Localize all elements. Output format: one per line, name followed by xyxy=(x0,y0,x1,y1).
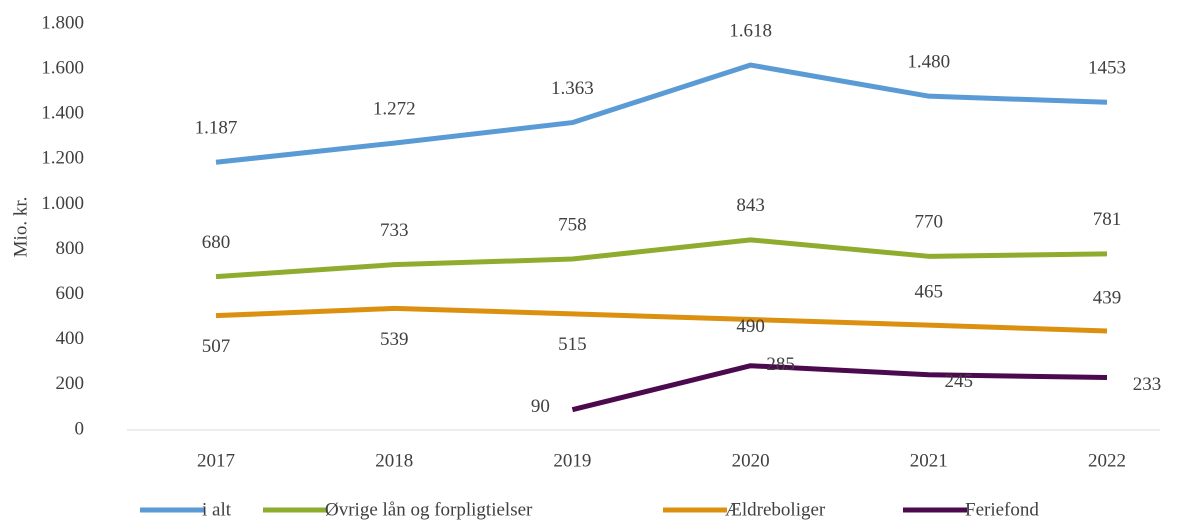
data-label: 733 xyxy=(380,220,409,241)
data-label: 680 xyxy=(202,232,231,253)
x-tick-label: 2022 xyxy=(1088,450,1126,471)
y-tick-label: 1.400 xyxy=(41,103,84,124)
y-tick-label: 1.200 xyxy=(41,148,84,169)
data-label: 1.363 xyxy=(551,78,594,99)
series-line xyxy=(571,363,1108,413)
y-tick-label: 400 xyxy=(56,328,85,349)
series-line xyxy=(215,237,1108,280)
x-tick-label: 2017 xyxy=(197,450,235,471)
data-label: 1453 xyxy=(1088,58,1126,79)
legend-label: i alt xyxy=(202,499,232,520)
data-label: 90 xyxy=(531,396,550,417)
data-label: 285 xyxy=(766,354,795,375)
x-tick-label: 2021 xyxy=(910,450,948,471)
data-label: 490 xyxy=(736,316,765,337)
y-tick-label: 600 xyxy=(56,283,85,304)
y-axis-title: Mio. kr. xyxy=(10,197,31,258)
data-label: 1.618 xyxy=(729,20,772,41)
legend-label: Ældreboliger xyxy=(725,499,826,520)
data-label: 233 xyxy=(1133,374,1162,395)
series-line xyxy=(215,305,1108,334)
data-label: 1.480 xyxy=(907,52,950,73)
data-label: 507 xyxy=(202,336,231,357)
data-label: 781 xyxy=(1093,209,1122,230)
x-tick-label: 2018 xyxy=(375,450,413,471)
legend-label: Øvrige lån og forpligtielser xyxy=(325,499,533,520)
y-tick-label: 0 xyxy=(75,418,85,439)
y-tick-label: 1.600 xyxy=(41,57,84,78)
series-line xyxy=(215,62,1108,165)
legend-label: Feriefond xyxy=(965,499,1039,520)
data-label: 1.272 xyxy=(373,98,416,119)
x-tick-label: 2020 xyxy=(732,450,770,471)
y-tick-label: 1.000 xyxy=(41,193,84,214)
data-label: 439 xyxy=(1093,287,1122,308)
data-label: 758 xyxy=(558,214,587,235)
y-tick-label: 800 xyxy=(56,238,85,259)
y-tick-label: 200 xyxy=(56,373,85,394)
data-label: 843 xyxy=(736,195,765,216)
data-label: 465 xyxy=(915,281,944,302)
x-tick-label: 2019 xyxy=(553,450,591,471)
data-label: 539 xyxy=(380,329,409,350)
data-label: 245 xyxy=(945,371,974,392)
data-label: 770 xyxy=(915,212,944,233)
y-tick-label: 1.800 xyxy=(41,12,84,33)
data-label: 1.187 xyxy=(195,118,238,139)
data-label: 515 xyxy=(558,334,587,355)
